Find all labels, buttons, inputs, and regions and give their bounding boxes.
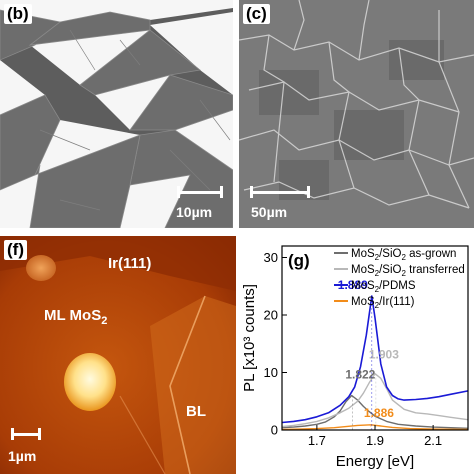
legend-entry-1: MoS2/SiO2 transferred xyxy=(351,264,465,278)
chart-legend: MoS2/SiO2 as-grown MoS2/SiO2 transferred M… xyxy=(334,248,465,310)
peak-label-3: 1.886 xyxy=(364,406,394,420)
panel-f-ir-label: Ir(111) xyxy=(108,255,152,272)
panel-g: 1.822 1.903 1.889 1.886 1.7 1.9 2.1 0 10 20 30 Ener… xyxy=(236,236,474,474)
peak-label-1: 1.903 xyxy=(369,348,399,362)
panel-b-sem-image xyxy=(0,0,233,228)
legend-entry-0: MoS2/SiO2 as-grown xyxy=(351,248,456,262)
panel-c: (c) 50µm xyxy=(239,0,474,228)
x-tick-label-1: 1.9 xyxy=(366,433,384,448)
panel-g-label: (g) xyxy=(288,251,310,270)
panel-c-label: (c) xyxy=(243,4,270,24)
y-tick-label-1: 10 xyxy=(264,365,278,380)
legend-entry-2: MoS2/PDMS xyxy=(351,280,416,294)
peak-label-2: 1.889 xyxy=(338,278,368,292)
panel-b-scale-text: 10µm xyxy=(176,204,213,220)
panel-f: (f) Ir(111) ML MoS2 BL 1µm xyxy=(0,236,236,474)
panel-c-sem-image xyxy=(239,0,474,228)
chart-background xyxy=(236,236,474,474)
x-tick-label-2: 2.1 xyxy=(424,433,442,448)
legend-entry-3: MoS2/Ir(111) xyxy=(351,296,415,310)
panel-f-label: (f) xyxy=(4,240,27,260)
x-tick-label-0: 1.7 xyxy=(308,433,326,448)
panel-f-ml-prefix: ML MoS xyxy=(44,307,102,324)
panel-f-ml-subscript: 2 xyxy=(101,315,108,327)
x-axis-label: Energy [eV] xyxy=(336,453,414,470)
panel-f-ml-label: ML MoS2 xyxy=(44,308,107,327)
y-tick-label-2: 20 xyxy=(264,308,278,323)
panel-f-scalebar xyxy=(11,428,41,442)
panel-f-scale-text: 1µm xyxy=(8,448,37,464)
y-tick-label-3: 30 xyxy=(264,250,278,265)
panel-c-scalebar xyxy=(250,186,310,200)
pl-spectra-chart: 1.822 1.903 1.889 1.886 1.7 1.9 2.1 0 10 20 30 Ener… xyxy=(236,236,474,474)
series-line-1 xyxy=(281,373,469,428)
series-line-2 xyxy=(281,295,469,424)
panel-b-scalebar xyxy=(177,186,223,200)
y-tick-label-0: 0 xyxy=(271,423,278,438)
panel-f-bl-label: BL xyxy=(186,403,206,420)
peak-label-0: 1.822 xyxy=(345,367,375,381)
panel-b-label: (b) xyxy=(4,4,32,24)
panel-b: (b) 10µm xyxy=(0,0,233,228)
y-axis-label: PL [x10³ counts] xyxy=(241,284,258,392)
series-line-3 xyxy=(281,424,469,431)
panel-c-scale-text: 50µm xyxy=(251,204,288,220)
panel-f-image xyxy=(0,236,236,474)
